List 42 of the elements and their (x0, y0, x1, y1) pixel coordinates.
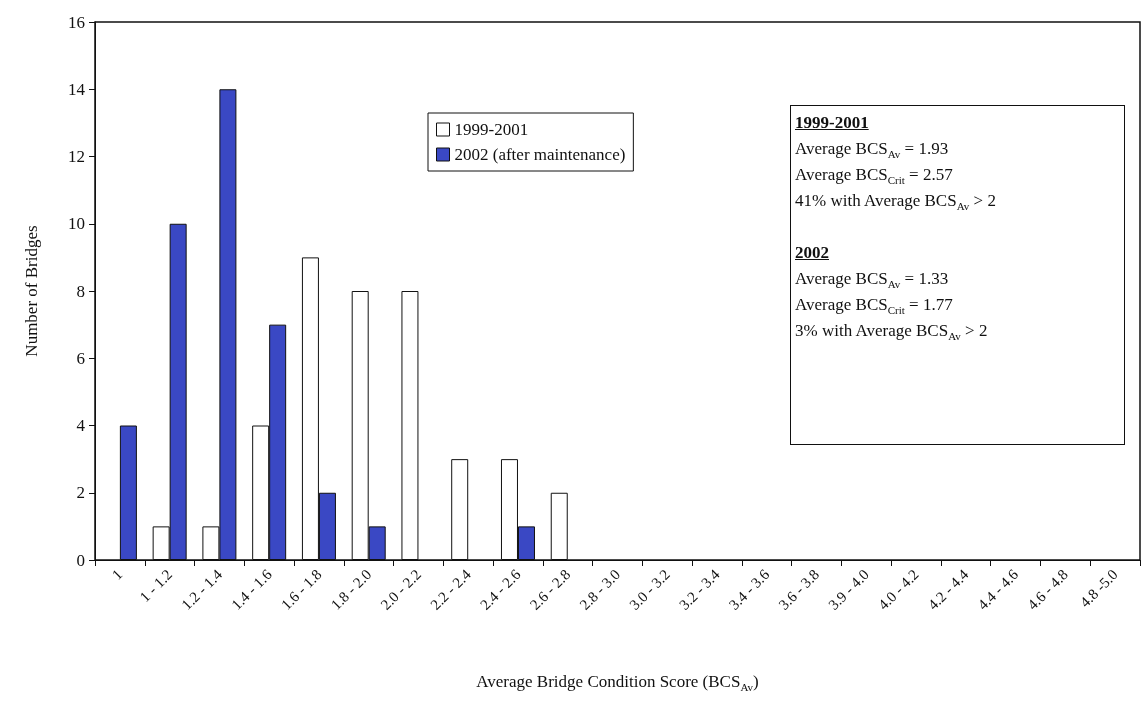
x-tick-label: 1 (108, 566, 126, 583)
annotation: Average BCS$_{Av}$ = 1.33 (795, 268, 950, 292)
y-tick-label: 12 (68, 147, 85, 166)
y-tick-label: 4 (76, 416, 86, 435)
x-tick-label: 1.4 - 1.6 (228, 565, 276, 613)
annotation: 2002 (795, 242, 830, 264)
x-tick-label: 2.0 - 2.2 (377, 566, 425, 613)
x-tick-label: 1.8 - 2.0 (327, 566, 375, 613)
annotation: Average BCS$_{Crit}$ = 1.77 (795, 294, 954, 318)
x-tick-label: 2.2 - 2.4 (427, 565, 475, 613)
y-axis-title: Number of Bridges (22, 225, 41, 357)
x-tick-label: 2.4 - 2.6 (477, 565, 524, 613)
annotation: Average BCS$_{Crit}$ = 2.57 (795, 164, 954, 188)
legend-label: 2002 (after maintenance) (454, 145, 626, 164)
x-tick-label: 4.2 - 4.4 (924, 565, 972, 613)
x-tick-label: 3.6 - 3.8 (775, 566, 823, 613)
y-tick-label: 10 (68, 214, 85, 234)
legend-label: 1999-2001 (454, 120, 529, 139)
y-tick-label: 0 (76, 550, 85, 570)
x-tick-label: 4.4 - 4.6 (974, 565, 1022, 613)
x-tick-label: 1.6 - 1.8 (277, 566, 325, 613)
y-tick-label: 8 (76, 281, 85, 301)
annotation: 1999-2001 (795, 112, 870, 134)
x-tick-label: 3.2 - 3.4 (676, 565, 724, 613)
x-axis-title: Average Bridge Condition Score (BCS$_{Av}$) (475, 672, 760, 694)
annotation: 41% with Average BCS$_{Av}$ > 2 (795, 190, 997, 214)
annotation: Average BCS$_{Av}$ = 1.93 (795, 138, 950, 162)
x-tick-label: 4.0 - 4.2 (875, 566, 922, 613)
annotation: 3% with Average BCS$_{Av}$ > 2 (795, 320, 989, 344)
x-tick-label: 2.6 - 2.8 (526, 566, 574, 613)
y-tick-label: 6 (76, 348, 85, 368)
y-tick-label: 2 (76, 483, 85, 503)
y-tick-label: 14 (68, 79, 86, 99)
x-tick-label: 1 - 1.2 (136, 566, 176, 606)
x-tick-label: 1.2 - 1.4 (178, 565, 226, 613)
x-tick-label: 4.8 -5.0 (1076, 566, 1121, 611)
x-tick-label: 3.0 - 3.2 (626, 566, 673, 613)
x-tick-label: 3.4 - 3.6 (725, 565, 773, 613)
x-tick-label: 4.6 - 4.8 (1024, 566, 1072, 613)
x-tick-label: 3.9 - 4.0 (825, 566, 872, 613)
y-tick-label: 16 (68, 12, 85, 32)
x-tick-label: 2.8 - 3.0 (576, 566, 624, 613)
